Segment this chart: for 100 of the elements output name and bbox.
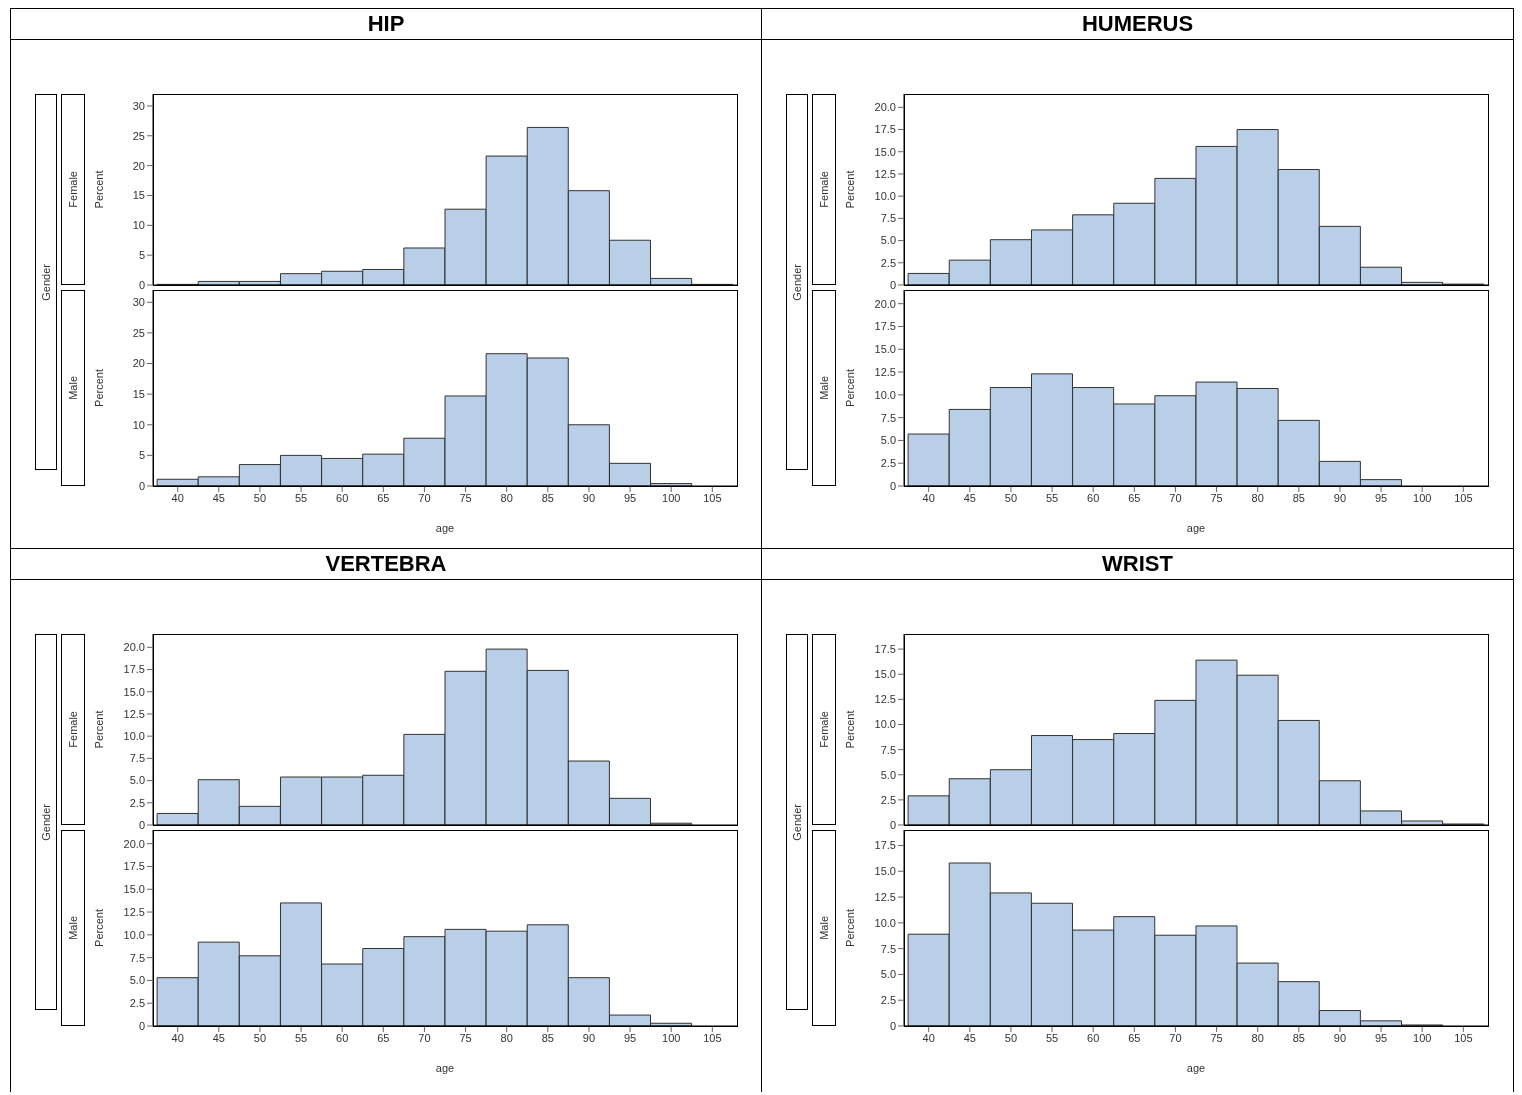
x-tick-label: 80: [500, 1031, 513, 1044]
y-tick-label: 0: [889, 278, 896, 291]
x-tick-label: 45: [212, 491, 225, 504]
x-tick-label: 85: [1292, 1031, 1305, 1044]
y-axis-title: Percent: [843, 710, 856, 749]
x-tick-label: 85: [541, 491, 554, 504]
y-tick-label: 10: [132, 418, 145, 431]
y-tick-label: 2.5: [880, 994, 896, 1007]
x-tick-label: 60: [336, 1031, 349, 1044]
y-tick-label: 15.0: [874, 668, 896, 681]
x-tick-label: 55: [294, 491, 308, 504]
x-tick-label: 100: [1413, 491, 1432, 504]
y-tick-label: 12.5: [123, 905, 145, 918]
text: Gender: [791, 263, 803, 301]
y-tick-label: 0: [889, 479, 896, 492]
y-tick-label: 25: [132, 129, 145, 142]
y-tick-label: 15.0: [123, 883, 145, 896]
x-tick-label: 75: [459, 491, 472, 504]
x-tick-label: 95: [623, 491, 637, 504]
y-tick-label: 10.0: [874, 388, 896, 401]
text: Female: [818, 711, 830, 748]
y-tick-label: 0: [138, 479, 145, 492]
x-axis-title: age: [1186, 522, 1206, 534]
x-axis-title: age: [435, 522, 455, 534]
y-tick-label: 0: [889, 1019, 896, 1032]
y-axis-title: Percent: [843, 909, 856, 947]
x-tick-label: 85: [541, 1031, 554, 1044]
y-tick-label: 2.5: [129, 796, 145, 809]
x-tick-label: 70: [418, 491, 431, 504]
y-tick-label: 0: [889, 818, 896, 831]
text: Gender: [40, 803, 52, 841]
y-tick-label: 0: [138, 818, 145, 831]
y-tick-label: 12.5: [874, 693, 896, 706]
y-tick-label: 7.5: [129, 951, 145, 964]
y-tick-label: 2.5: [880, 457, 896, 470]
y-tick-label: 20: [132, 159, 145, 172]
y-tick-label: 10.0: [123, 730, 145, 743]
x-tick-label: 65: [1128, 1031, 1141, 1044]
y-tick-label: 5.0: [880, 768, 896, 781]
y-tick-label: 20: [132, 357, 145, 370]
y-tick-label: 5.0: [129, 774, 145, 787]
y-tick-label: 2.5: [880, 256, 896, 269]
x-tick-label: 40: [171, 491, 184, 504]
text: Gender: [40, 263, 52, 301]
chart-title: HUMERUS: [762, 9, 1513, 40]
text: Female: [818, 171, 830, 208]
y-tick-label: 12.5: [874, 167, 896, 180]
chart-title: WRIST: [762, 549, 1513, 580]
y-tick-label: 15.0: [874, 865, 896, 878]
y-tick-label: 30: [132, 296, 145, 309]
x-tick-label: 95: [1374, 1031, 1388, 1044]
x-tick-label: 95: [623, 1031, 637, 1044]
y-tick-label: 17.5: [874, 642, 896, 655]
x-tick-label: 75: [459, 1031, 472, 1044]
y-tick-label: 25: [132, 326, 145, 339]
x-tick-label: 40: [922, 491, 935, 504]
y-tick-label: 17.5: [874, 320, 896, 333]
y-tick-label: 12.5: [874, 890, 896, 903]
x-tick-label: 40: [171, 1031, 184, 1044]
y-tick-label: 5.0: [129, 974, 145, 987]
chart-title: HIP: [11, 9, 761, 40]
y-tick-label: 20.0: [874, 101, 896, 114]
y-tick-label: 15.0: [874, 145, 896, 158]
x-tick-label: 65: [1128, 491, 1141, 504]
x-tick-label: 60: [1087, 491, 1100, 504]
x-tick-label: 100: [1413, 1031, 1432, 1044]
x-tick-label: 70: [1169, 1031, 1182, 1044]
y-tick-label: 0: [138, 278, 145, 291]
y-tick-label: 0: [138, 1019, 145, 1032]
x-tick-label: 105: [1454, 491, 1473, 504]
y-tick-label: 17.5: [874, 839, 896, 852]
y-tick-label: 5.0: [880, 434, 896, 447]
y-axis-title: Percent: [92, 710, 105, 749]
y-axis-title: Percent: [843, 170, 856, 209]
x-tick-label: 55: [1045, 491, 1059, 504]
y-tick-label: 12.5: [123, 707, 145, 720]
x-tick-label: 40: [922, 1031, 935, 1044]
text: Female: [67, 711, 79, 748]
y-tick-label: 10.0: [874, 916, 896, 929]
y-tick-label: 15.0: [874, 343, 896, 356]
y-tick-label: 10.0: [874, 190, 896, 203]
x-tick-label: 50: [253, 491, 267, 504]
y-tick-label: 5: [138, 249, 145, 262]
y-tick-label: 10.0: [123, 928, 145, 941]
y-tick-label: 15: [132, 189, 145, 202]
text: Male: [67, 916, 79, 940]
y-tick-label: 7.5: [880, 411, 896, 424]
x-tick-label: 70: [1169, 491, 1182, 504]
x-tick-label: 80: [1251, 1031, 1264, 1044]
y-axis-title: Percent: [92, 170, 105, 209]
x-tick-label: 90: [1333, 1031, 1347, 1044]
text: Male: [67, 376, 79, 400]
y-tick-label: 10.0: [874, 718, 896, 731]
x-tick-label: 50: [1004, 491, 1018, 504]
y-tick-label: 7.5: [129, 752, 145, 765]
y-tick-label: 20.0: [874, 297, 896, 310]
chart-title: VERTEBRA: [11, 549, 761, 580]
x-tick-label: 65: [377, 491, 390, 504]
y-tick-label: 2.5: [129, 997, 145, 1010]
x-tick-label: 80: [500, 491, 513, 504]
